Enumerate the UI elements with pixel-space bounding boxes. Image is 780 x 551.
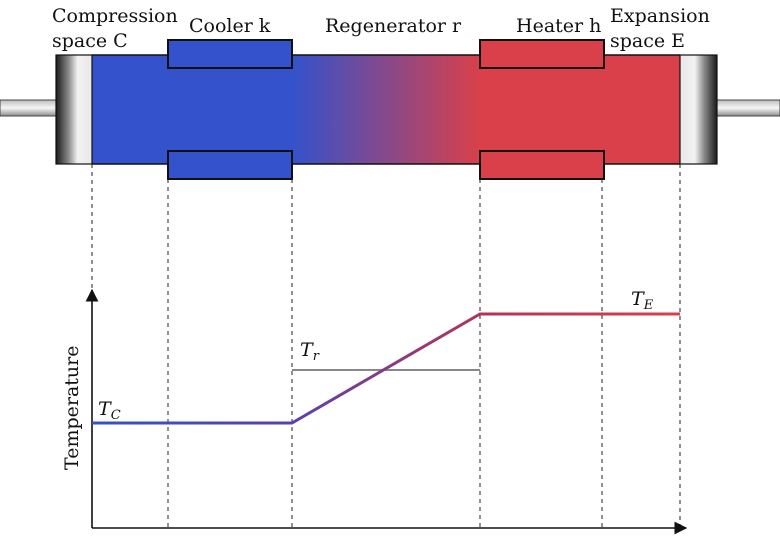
te-label-main: T	[631, 288, 645, 310]
te-label: TE	[631, 288, 654, 313]
heater-body	[480, 55, 604, 164]
regenerator-label: Regenerator r	[325, 15, 462, 37]
temperature-profile	[92, 312, 680, 425]
expansion-space	[602, 55, 680, 164]
left-piston-rod	[0, 99, 59, 117]
heater-fin-bottom	[479, 150, 605, 180]
compression-piston	[55, 54, 93, 165]
cooler-label: Cooler k	[189, 15, 271, 37]
expansion-label-line1: Expansion	[610, 5, 710, 27]
cooler-body	[168, 55, 292, 164]
expansion-label-line2: space E	[610, 30, 685, 52]
tc-label-sub: C	[111, 408, 121, 423]
cooler-fin-bottom	[167, 150, 293, 180]
tc-label: TC	[98, 398, 121, 423]
tr-label: Tr	[300, 339, 320, 364]
te-label-sub: E	[643, 298, 654, 313]
tc-label-main: T	[98, 398, 112, 420]
regenerator-body	[292, 55, 480, 164]
tr-label-sub: r	[313, 349, 320, 364]
compression-label-line1: Compression	[52, 5, 178, 27]
heater-fin-top	[479, 39, 605, 69]
guide-lines	[91, 164, 681, 528]
compression-space	[92, 55, 170, 164]
tr-label-main: T	[300, 339, 314, 361]
right-piston-rod	[715, 99, 780, 117]
compression-label-line2: space C	[52, 30, 128, 52]
expansion-piston	[679, 54, 718, 165]
cooler-fin-top	[167, 39, 293, 69]
y-axis-label: Temperature	[61, 346, 83, 470]
heater-label: Heater h	[516, 15, 601, 37]
